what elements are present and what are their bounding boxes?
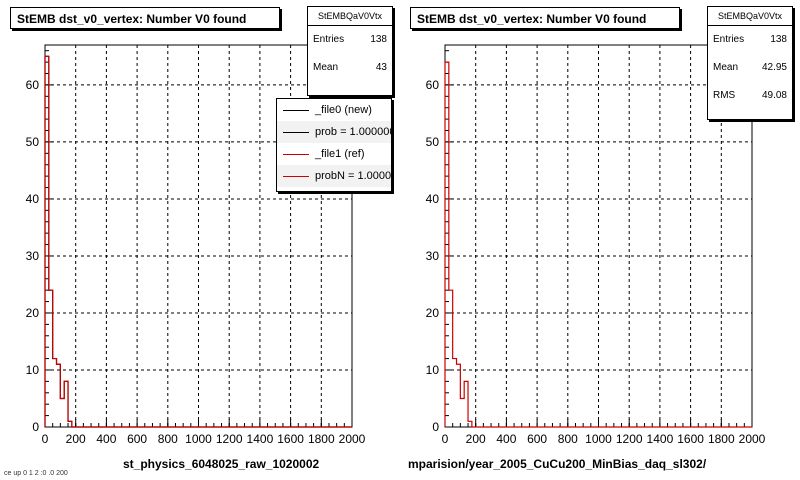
left-legend: _file0 (new) prob = 1.000000 _file1 (ref… xyxy=(276,98,392,192)
right-stats-name: StEMBQaV0Vtx xyxy=(708,7,792,26)
right-xtick-label-1600: 1600 xyxy=(677,432,704,446)
left-ytick-label-50: 50 xyxy=(26,135,40,149)
legend-entry-prob: prob = 1.000000 xyxy=(277,121,391,143)
right-stats-mean: Mean 42.95 xyxy=(708,54,792,82)
right-stats-rms: RMS 49.08 xyxy=(708,82,792,110)
right-xtick-label-200: 200 xyxy=(466,432,486,446)
right-x-axis-label: mparision/year_2005_CuCu200_MinBias_daq_… xyxy=(408,457,707,471)
left-stats-entries: Entries 138 xyxy=(308,26,392,54)
right-series-0 xyxy=(444,61,752,428)
left-series-1 xyxy=(44,55,352,428)
right-ytick-label-50: 50 xyxy=(426,135,440,149)
right-xtick-label-1200: 1200 xyxy=(616,432,643,446)
right-xtick-label-1400: 1400 xyxy=(647,432,674,446)
left-stats-mean-label: Mean xyxy=(313,62,339,73)
right-stats-entries: Entries 138 xyxy=(708,26,792,54)
left-xtick-label-1000: 1000 xyxy=(185,432,212,446)
right-stats-mean-label: Mean xyxy=(713,62,739,73)
legend-swatch-file0 xyxy=(283,110,309,111)
left-xtick-label-800: 800 xyxy=(158,432,178,446)
right-xtick-label-2000: 2000 xyxy=(739,432,766,446)
right-xtick-label-1800: 1800 xyxy=(708,432,735,446)
legend-entry-probn: probN = 1.000000 xyxy=(277,165,391,187)
right-stats-rms-label: RMS xyxy=(713,90,736,101)
left-xtick-label-400: 400 xyxy=(96,432,116,446)
right-stats-box: StEMBQaV0Vtx Entries 138 Mean 42.95 RMS … xyxy=(707,6,793,120)
left-stats-mean-value: 43 xyxy=(375,62,387,73)
legend-swatch-probn xyxy=(283,176,309,177)
left-ytick-label-60: 60 xyxy=(26,78,40,92)
right-ytick-label-60: 60 xyxy=(426,78,440,92)
left-stats-entries-value: 138 xyxy=(370,34,387,45)
left-histogram-title: StEMB dst_v0_vertex: Number V0 found xyxy=(10,7,280,29)
right-xtick-label-0: 0 xyxy=(442,432,449,446)
left-ytick-label-20: 20 xyxy=(26,306,40,320)
left-xtick-label-1400: 1400 xyxy=(247,432,274,446)
right-stats-entries-value: 138 xyxy=(770,34,787,45)
left-xtick-label-200: 200 xyxy=(66,432,86,446)
right-ytick-label-40: 40 xyxy=(426,192,440,206)
legend-entry-file0: _file0 (new) xyxy=(277,99,391,121)
right-ytick-label-0: 0 xyxy=(432,420,439,434)
left-footer-small: ce up 0 1 2 :0 .0 200 xyxy=(4,470,68,477)
left-ytick-label-0: 0 xyxy=(32,420,39,434)
right-ytick-label-30: 30 xyxy=(426,249,440,263)
left-ytick-label-30: 30 xyxy=(26,249,40,263)
legend-swatch-file1 xyxy=(283,154,309,155)
legend-swatch-prob xyxy=(283,132,309,133)
right-histogram-title: StEMB dst_v0_vertex: Number V0 found xyxy=(410,7,680,29)
right-xtick-label-400: 400 xyxy=(496,432,516,446)
left-stats-name: StEMBQaV0Vtx xyxy=(308,7,392,26)
legend-label-file0: _file0 (new) xyxy=(315,104,372,116)
left-stats-box: StEMBQaV0Vtx Entries 138 Mean 43 xyxy=(307,6,393,96)
left-xtick-label-600: 600 xyxy=(127,432,147,446)
legend-entry-file1: _file1 (ref) xyxy=(277,143,391,165)
right-xtick-label-800: 800 xyxy=(558,432,578,446)
right-stats-mean-value: 42.95 xyxy=(761,62,787,73)
right-stats-rms-value: 49.08 xyxy=(761,90,787,101)
left-xtick-label-1800: 1800 xyxy=(308,432,335,446)
right-xtick-label-600: 600 xyxy=(527,432,547,446)
left-ytick-label-10: 10 xyxy=(26,363,40,377)
left-stats-mean: Mean 43 xyxy=(308,54,392,82)
right-xtick-label-1000: 1000 xyxy=(585,432,612,446)
legend-label-probn: probN = 1.000000 xyxy=(315,170,392,182)
left-x-axis-label: st_physics_6048025_raw_1020002 xyxy=(123,457,320,471)
left-xtick-label-0: 0 xyxy=(42,432,49,446)
left-xtick-label-1600: 1600 xyxy=(277,432,304,446)
left-ytick-label-40: 40 xyxy=(26,192,40,206)
left-stats-entries-label: Entries xyxy=(313,34,345,45)
right-ytick-label-20: 20 xyxy=(426,306,440,320)
left-xtick-label-2000: 2000 xyxy=(339,432,366,446)
legend-label-file1: _file1 (ref) xyxy=(315,148,365,160)
legend-label-prob: prob = 1.000000 xyxy=(315,126,392,138)
right-stats-entries-label: Entries xyxy=(713,34,745,45)
right-ytick-label-10: 10 xyxy=(426,363,440,377)
left-xtick-label-1200: 1200 xyxy=(216,432,243,446)
